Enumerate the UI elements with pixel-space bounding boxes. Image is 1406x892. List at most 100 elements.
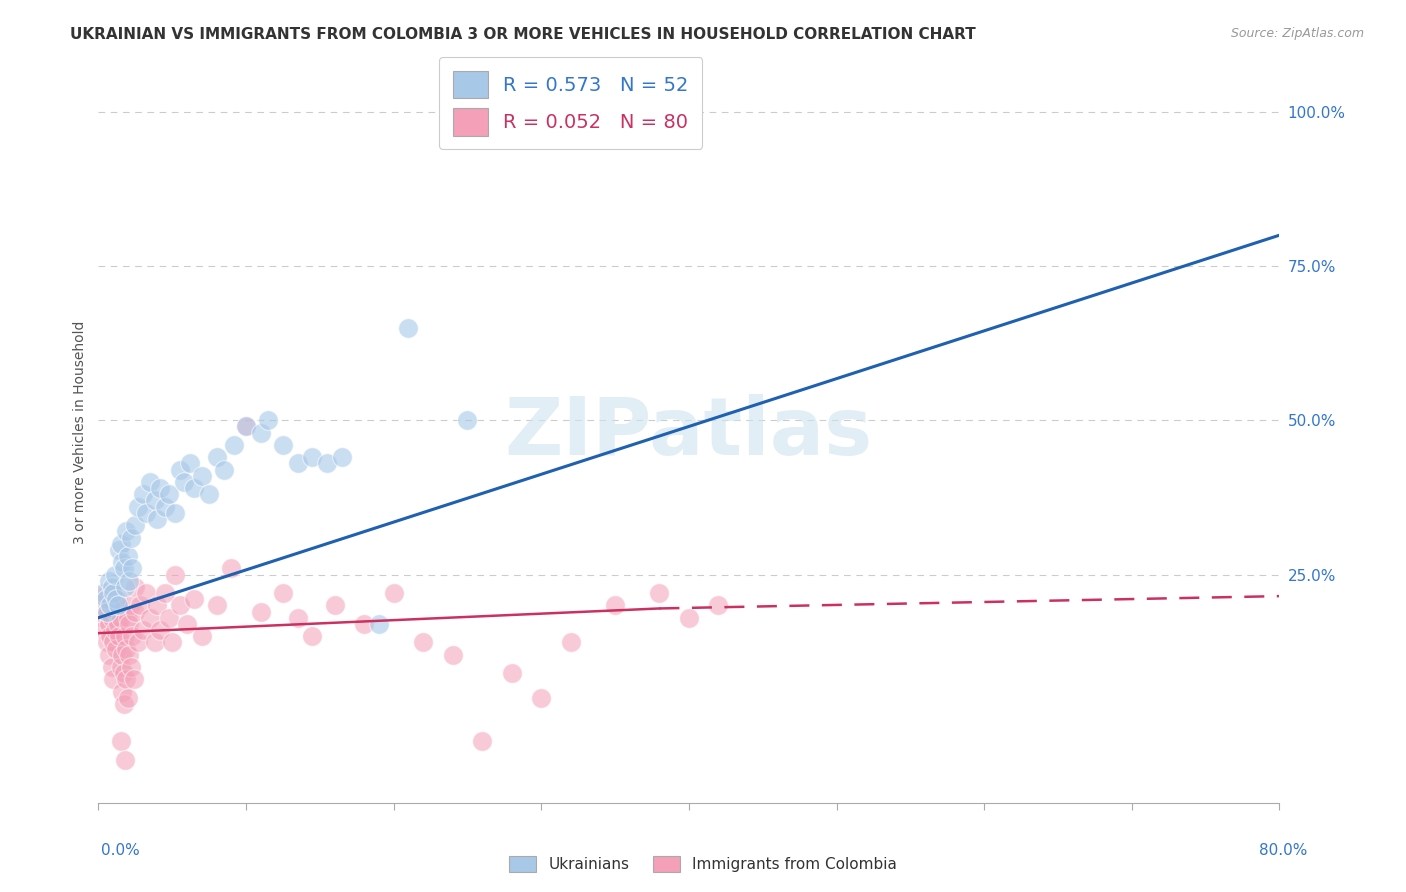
Point xyxy=(353,616,375,631)
Point xyxy=(91,611,114,625)
Point xyxy=(132,623,155,637)
Point xyxy=(165,567,187,582)
Point xyxy=(105,592,128,607)
Point xyxy=(115,524,138,539)
Point xyxy=(250,425,273,440)
Point xyxy=(91,586,114,600)
Point xyxy=(235,419,257,434)
Point xyxy=(115,673,138,687)
Point xyxy=(120,660,142,674)
Point xyxy=(135,506,157,520)
Text: 80.0%: 80.0% xyxy=(1260,843,1308,858)
Point xyxy=(97,616,120,631)
Point xyxy=(205,599,228,613)
Y-axis label: 3 or more Vehicles in Household: 3 or more Vehicles in Household xyxy=(73,321,87,544)
Point xyxy=(121,629,143,643)
Point xyxy=(143,493,166,508)
Legend: Ukrainians, Immigrants from Colombia: Ukrainians, Immigrants from Colombia xyxy=(502,848,904,880)
Point xyxy=(368,616,391,631)
Point xyxy=(271,586,294,600)
Point xyxy=(114,753,136,767)
Point xyxy=(104,567,127,582)
Point xyxy=(271,438,294,452)
Point xyxy=(98,599,121,613)
Point xyxy=(224,438,246,452)
Point xyxy=(111,648,134,662)
Point xyxy=(157,487,180,501)
Point xyxy=(117,611,139,625)
Point xyxy=(250,605,273,619)
Legend: R = 0.573   N = 52, R = 0.052   N = 80: R = 0.573 N = 52, R = 0.052 N = 80 xyxy=(439,57,703,149)
Point xyxy=(108,599,131,613)
Text: Source: ZipAtlas.com: Source: ZipAtlas.com xyxy=(1230,27,1364,40)
Point xyxy=(94,592,117,607)
Point xyxy=(111,555,134,569)
Point xyxy=(103,673,125,687)
Point xyxy=(127,635,149,649)
Text: 0.0%: 0.0% xyxy=(101,843,141,858)
Point xyxy=(605,599,627,613)
Point xyxy=(205,450,228,465)
Point xyxy=(98,629,121,643)
Point xyxy=(441,648,464,662)
Point xyxy=(221,561,243,575)
Point xyxy=(121,561,143,575)
Point xyxy=(287,457,309,471)
Point xyxy=(96,605,118,619)
Point xyxy=(124,518,146,533)
Point xyxy=(169,462,191,476)
Point xyxy=(105,605,128,619)
Point xyxy=(110,734,132,748)
Point xyxy=(139,611,162,625)
Point xyxy=(648,586,671,600)
Point xyxy=(114,580,136,594)
Point xyxy=(90,599,112,613)
Point xyxy=(191,468,214,483)
Point xyxy=(93,623,115,637)
Point xyxy=(120,599,142,613)
Point xyxy=(301,629,323,643)
Point xyxy=(198,487,221,501)
Point xyxy=(118,616,141,631)
Point xyxy=(153,586,176,600)
Point xyxy=(235,419,257,434)
Point xyxy=(103,635,125,649)
Point xyxy=(120,531,142,545)
Point xyxy=(143,635,166,649)
Point xyxy=(110,536,132,550)
Point xyxy=(110,611,132,625)
Point xyxy=(124,580,146,594)
Point xyxy=(118,648,141,662)
Point xyxy=(471,734,494,748)
Point xyxy=(176,616,198,631)
Point xyxy=(96,635,118,649)
Text: ZIPatlas: ZIPatlas xyxy=(505,393,873,472)
Point xyxy=(179,457,201,471)
Point xyxy=(135,586,157,600)
Point xyxy=(100,611,122,625)
Point xyxy=(128,599,150,613)
Point xyxy=(169,599,191,613)
Point xyxy=(132,487,155,501)
Point xyxy=(139,475,162,489)
Point xyxy=(96,605,118,619)
Point xyxy=(107,592,129,607)
Point xyxy=(183,592,205,607)
Point xyxy=(94,586,117,600)
Point xyxy=(530,690,553,705)
Point xyxy=(382,586,405,600)
Point xyxy=(560,635,582,649)
Point xyxy=(127,500,149,514)
Point xyxy=(124,605,146,619)
Point xyxy=(111,685,134,699)
Point xyxy=(118,574,141,588)
Point xyxy=(323,599,346,613)
Point xyxy=(98,599,121,613)
Point xyxy=(212,462,235,476)
Point xyxy=(107,616,129,631)
Point xyxy=(678,611,700,625)
Point xyxy=(114,629,136,643)
Point xyxy=(115,641,138,656)
Point xyxy=(97,574,120,588)
Point xyxy=(105,641,128,656)
